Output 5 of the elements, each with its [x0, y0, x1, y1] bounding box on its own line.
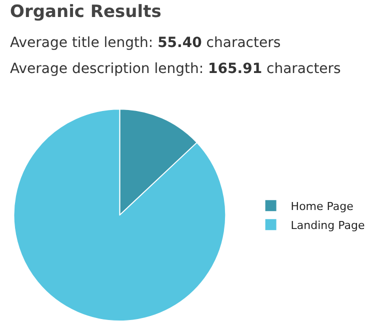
- text: Average description length: 165.91 characters: [10, 61, 341, 77]
- text: Average title length: 55.40 characters: [10, 35, 281, 51]
- legend-label: Landing Page: [290, 218, 365, 232]
- legend-label: Home Page: [290, 200, 354, 213]
- chart-title: Organic Results: [10, 2, 162, 22]
